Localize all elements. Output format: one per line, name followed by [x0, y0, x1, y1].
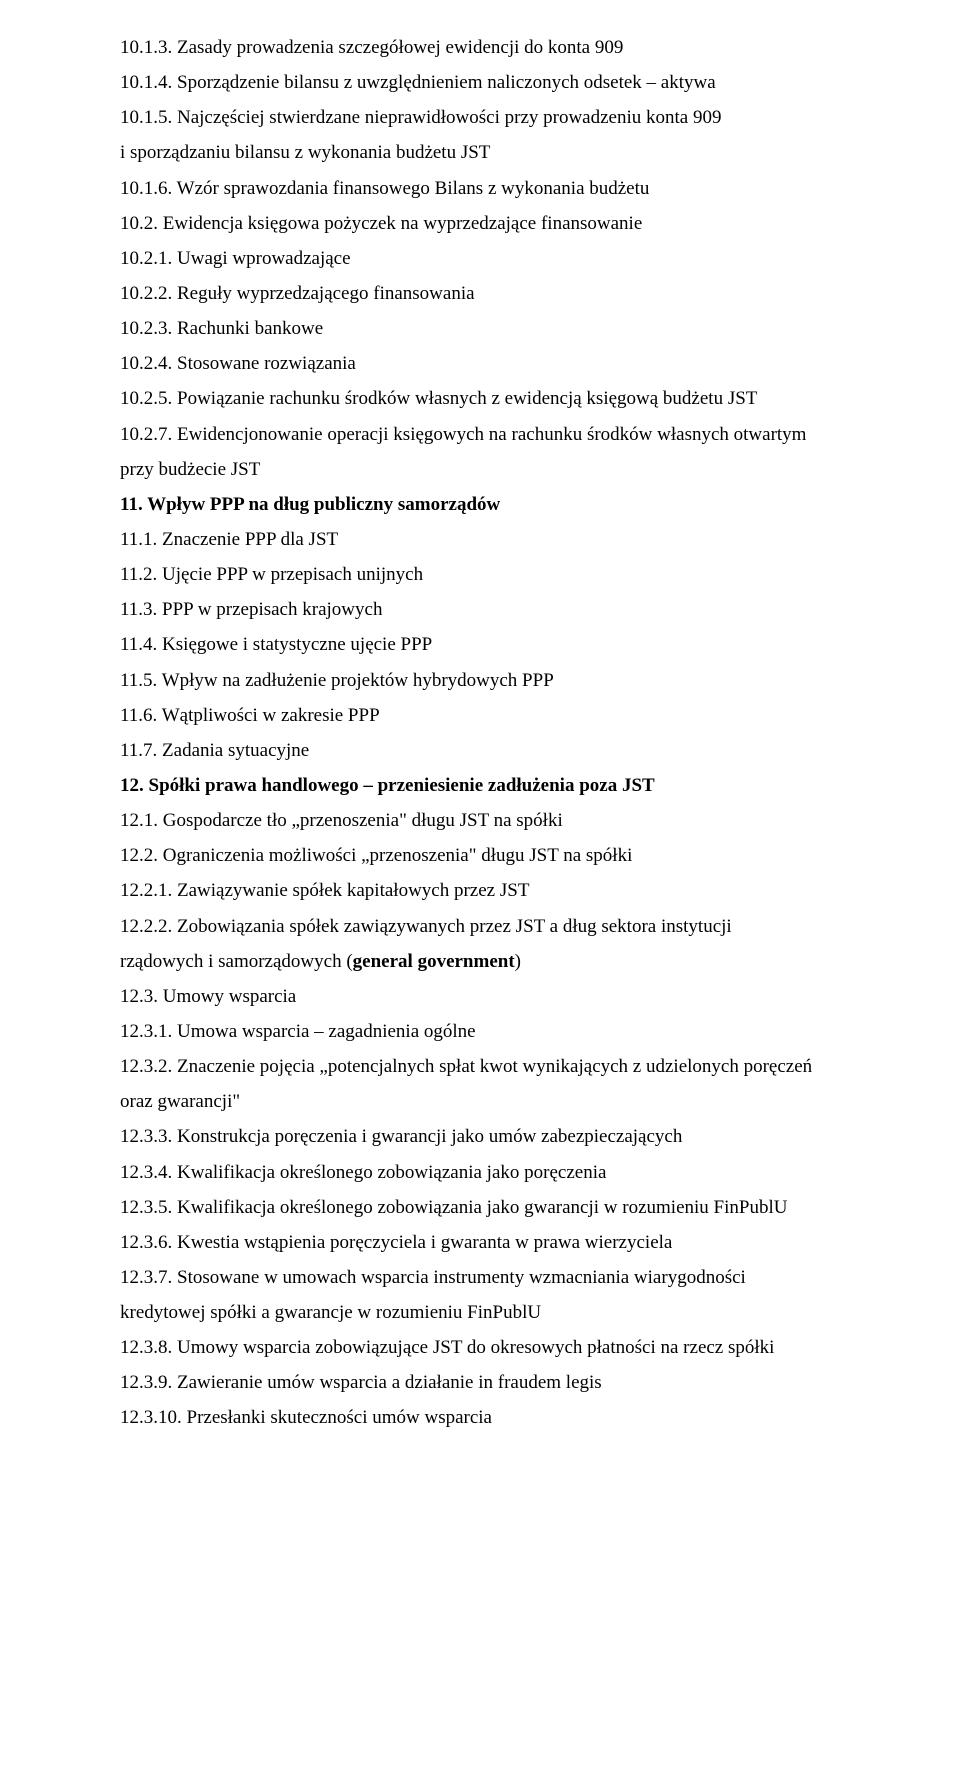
- toc-line: 12.3.9. Zawieranie umów wsparcia a dział…: [120, 1365, 850, 1400]
- toc-line: 12.3.1. Umowa wsparcia – zagadnienia ogó…: [120, 1014, 850, 1049]
- toc-line: 10.2.5. Powiązanie rachunku środków włas…: [120, 381, 850, 416]
- toc-line: kredytowej spółki a gwarancje w rozumien…: [120, 1295, 850, 1330]
- toc-line: 10.1.3. Zasady prowadzenia szczegółowej …: [120, 30, 850, 65]
- toc-line: oraz gwarancji": [120, 1084, 850, 1119]
- toc-line: 11.7. Zadania sytuacyjne: [120, 733, 850, 768]
- toc-line: 11. Wpływ PPP na dług publiczny samorząd…: [120, 487, 850, 522]
- toc-line: 10.2.2. Reguły wyprzedzającego finansowa…: [120, 276, 850, 311]
- toc-line: 10.1.6. Wzór sprawozdania finansowego Bi…: [120, 171, 850, 206]
- toc-line: 12.3.3. Konstrukcja poręczenia i gwaranc…: [120, 1119, 850, 1154]
- toc-line: 11.3. PPP w przepisach krajowych: [120, 592, 850, 627]
- toc-text-run: rządowych i samorządowych (: [120, 951, 353, 972]
- toc-line: 11.4. Księgowe i statystyczne ujęcie PPP: [120, 627, 850, 662]
- toc-line: przy budżecie JST: [120, 452, 850, 487]
- toc-line: 10.2.1. Uwagi wprowadzające: [120, 241, 850, 276]
- toc-line: 12.2. Ograniczenia możliwości „przenosze…: [120, 838, 850, 873]
- toc-line: 12.3.6. Kwestia wstąpienia poręczyciela …: [120, 1225, 850, 1260]
- toc-line: 12.3.10. Przesłanki skuteczności umów ws…: [120, 1400, 850, 1435]
- toc-line: 12. Spółki prawa handlowego – przeniesie…: [120, 768, 850, 803]
- toc-line: 12.3.8. Umowy wsparcia zobowiązujące JST…: [120, 1330, 850, 1365]
- toc-line: 11.5. Wpływ na zadłużenie projektów hybr…: [120, 663, 850, 698]
- toc-line: 11.1. Znaczenie PPP dla JST: [120, 522, 850, 557]
- toc-line: 10.2.7. Ewidencjonowanie operacji księgo…: [120, 417, 850, 452]
- toc-line: 11.6. Wątpliwości w zakresie PPP: [120, 698, 850, 733]
- toc-line: i sporządzaniu bilansu z wykonania budże…: [120, 135, 850, 170]
- toc-line: 10.2.4. Stosowane rozwiązania: [120, 346, 850, 381]
- toc-line: rządowych i samorządowych (general gover…: [120, 944, 850, 979]
- toc-line: 10.2.3. Rachunki bankowe: [120, 311, 850, 346]
- toc-text-run: general government: [353, 951, 515, 972]
- toc-line: 10.2. Ewidencja księgowa pożyczek na wyp…: [120, 206, 850, 241]
- toc-line: 12.2.1. Zawiązywanie spółek kapitałowych…: [120, 873, 850, 908]
- toc-line: 12.3. Umowy wsparcia: [120, 979, 850, 1014]
- toc-line: 12.3.2. Znaczenie pojęcia „potencjalnych…: [120, 1049, 850, 1084]
- toc-line: 10.1.4. Sporządzenie bilansu z uwzględni…: [120, 65, 850, 100]
- toc-line: 11.2. Ujęcie PPP w przepisach unijnych: [120, 557, 850, 592]
- toc-line: 12.3.7. Stosowane w umowach wsparcia ins…: [120, 1260, 850, 1295]
- toc-line: 12.3.5. Kwalifikacja określonego zobowią…: [120, 1190, 850, 1225]
- toc-text-run: ): [515, 951, 521, 972]
- toc-line: 12.3.4. Kwalifikacja określonego zobowią…: [120, 1155, 850, 1190]
- toc-line: 10.1.5. Najczęściej stwierdzane nieprawi…: [120, 100, 850, 135]
- toc-line: 12.1. Gospodarcze tło „przenoszenia" dłu…: [120, 803, 850, 838]
- document-body: 10.1.3. Zasady prowadzenia szczegółowej …: [120, 30, 850, 1436]
- toc-line: 12.2.2. Zobowiązania spółek zawiązywanyc…: [120, 909, 850, 944]
